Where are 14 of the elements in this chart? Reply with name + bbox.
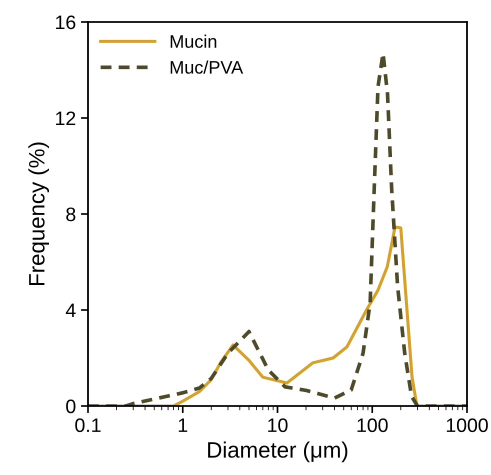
y-tick-label: 12	[56, 111, 76, 126]
y-tick-label: 8	[66, 207, 76, 222]
x-tick-label: 1	[178, 418, 188, 432]
y-tick-label: 4	[66, 304, 76, 318]
y-tick-label: 16	[56, 15, 76, 30]
x-tick-label: 1000	[446, 418, 488, 432]
x-tick-label: 100	[358, 418, 388, 432]
legend-label: Muc/PVA	[170, 60, 244, 74]
y-axis-title: Frequency (%)	[28, 142, 50, 286]
legend-label: Mucin	[170, 34, 216, 48]
x-tick-label: 10	[268, 418, 288, 432]
x-axis-title: Diameter (μm)	[208, 441, 348, 462]
y-tick-label: 0	[66, 399, 76, 414]
x-tick-label: 0.1	[75, 418, 101, 432]
